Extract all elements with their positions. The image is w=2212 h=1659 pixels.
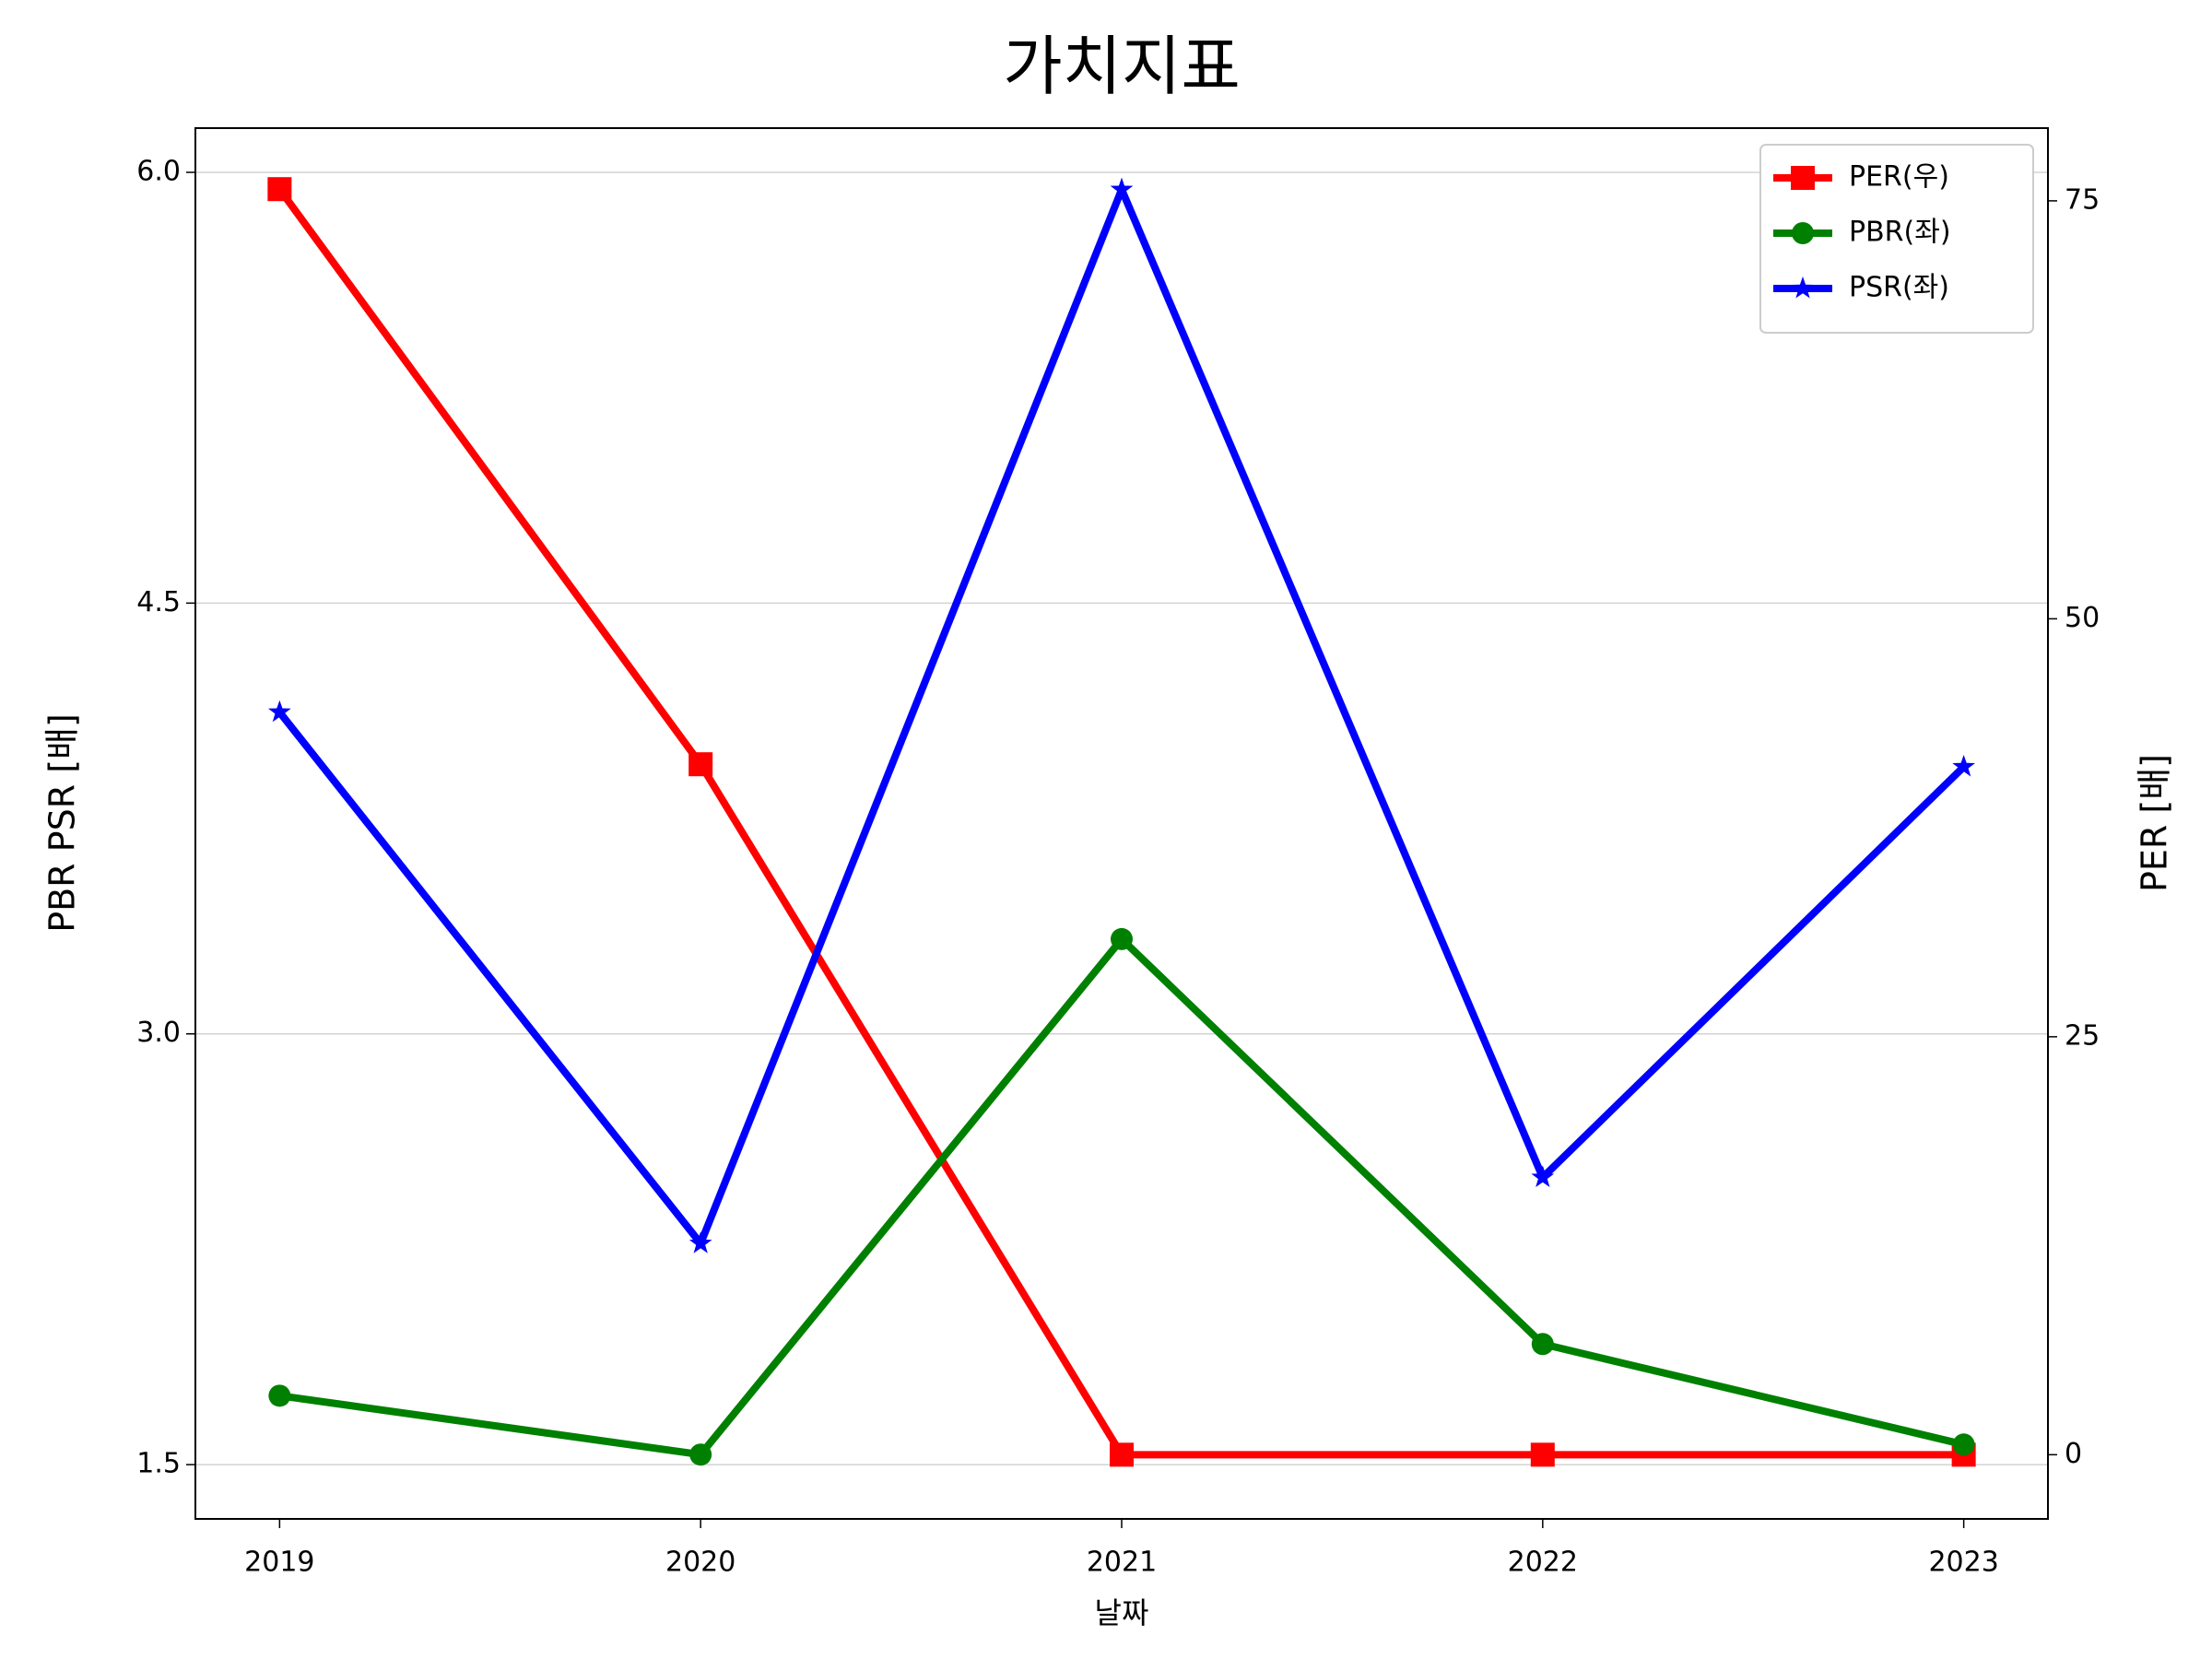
x-tick-label: 2020 bbox=[665, 1547, 735, 1579]
legend-marker bbox=[1791, 276, 1815, 299]
legend-label: PER(우) bbox=[1849, 161, 1949, 194]
x-tick-label: 2023 bbox=[1928, 1547, 1998, 1579]
point bbox=[268, 1384, 291, 1407]
x-tick-label: 2022 bbox=[1508, 1547, 1578, 1579]
point bbox=[1952, 1433, 1975, 1456]
y2-tick-label: 75 bbox=[2065, 183, 2100, 216]
y-tick-label: 4.5 bbox=[136, 586, 181, 618]
y2-tick-label: 0 bbox=[2065, 1438, 2082, 1470]
point bbox=[688, 1231, 712, 1253]
x-tick-label: 2019 bbox=[244, 1547, 314, 1579]
point bbox=[1110, 1442, 1134, 1467]
y-tick-label: 1.5 bbox=[136, 1448, 181, 1480]
y2-tick-label: 50 bbox=[2065, 602, 2100, 634]
point bbox=[1111, 927, 1133, 950]
point bbox=[1110, 177, 1134, 200]
y-tick-label: 3.0 bbox=[136, 1017, 181, 1049]
point bbox=[267, 177, 292, 202]
y2-tick-label: 25 bbox=[2065, 1019, 2100, 1052]
legend: PER(우) PBR(좌) PSR(좌) bbox=[1759, 144, 2034, 334]
point bbox=[1531, 1165, 1555, 1188]
plot-frame bbox=[194, 127, 2049, 1520]
y2-axis-label: PER [배] bbox=[2135, 754, 2175, 892]
legend-label: PSR(좌) bbox=[1849, 272, 1949, 304]
point bbox=[267, 700, 291, 723]
legend-label: PBR(좌) bbox=[1849, 217, 1951, 249]
point bbox=[1530, 1442, 1555, 1467]
x-axis-label: 날짜 bbox=[1095, 1595, 1149, 1630]
y-axis-label: PBR PSR [배] bbox=[42, 713, 83, 933]
point bbox=[1952, 754, 1975, 777]
legend-marker bbox=[1792, 222, 1814, 244]
x-tick-label: 2021 bbox=[1087, 1547, 1157, 1579]
chart-title: 가치지표 bbox=[1003, 29, 1241, 104]
point bbox=[688, 752, 713, 777]
y-tick-label: 6.0 bbox=[136, 155, 181, 187]
point bbox=[689, 1443, 712, 1466]
legend-marker bbox=[1791, 166, 1815, 190]
point bbox=[1531, 1333, 1554, 1356]
